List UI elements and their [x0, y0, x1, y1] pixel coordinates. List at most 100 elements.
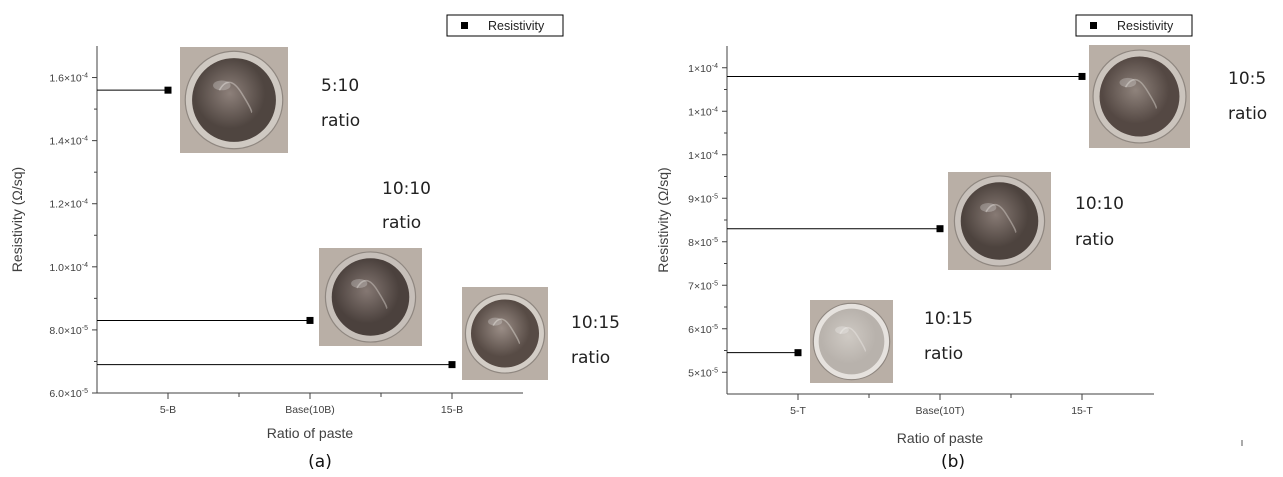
- ratio-annotation-unit: ratio: [1228, 104, 1267, 124]
- y-axis-title: Resistivity (Ω/sq): [655, 167, 671, 272]
- paste-texture: [356, 279, 388, 310]
- y-tick-exponent: -4: [712, 63, 718, 70]
- y-tick-mantissa: 1×10: [688, 63, 712, 75]
- y-tick-exponent: -4: [82, 73, 88, 80]
- y-tick-exponent: -5: [82, 325, 88, 332]
- paste-highlight: [980, 202, 997, 212]
- y-tick-label: 6.0×10-5: [49, 388, 88, 400]
- ratio-annotation: 10:15: [571, 313, 620, 333]
- y-tick-mantissa: 1.4×10: [49, 136, 82, 148]
- paste-sample-5-t-image: [1089, 45, 1190, 148]
- y-tick-label: 1.2×10-4: [49, 199, 88, 211]
- x-tick-label: 5-T: [790, 405, 806, 417]
- x-axis-title: Ratio of paste: [897, 430, 984, 446]
- y-tick-exponent: -5: [712, 280, 718, 287]
- x-tick-label: 15-B: [441, 404, 463, 416]
- paste-highlight: [351, 278, 368, 288]
- paste-highlight: [1119, 77, 1137, 88]
- ratio-annotation: 10:10: [382, 179, 431, 199]
- data-point-5-b: [164, 86, 172, 94]
- y-tick-label: 1.6×10-4: [49, 73, 88, 85]
- y-tick-exponent: -5: [712, 324, 718, 331]
- y-tick-mantissa: 6×10: [688, 324, 712, 336]
- legend-marker: [1090, 22, 1097, 29]
- y-tick-exponent: -5: [712, 237, 718, 244]
- paste-sample-15-b-image: [462, 287, 548, 380]
- y-tick-mantissa: 1×10: [688, 150, 712, 162]
- paste-sample-base-10b-image: [319, 248, 422, 346]
- ratio-annotation: 10:5: [1228, 69, 1266, 89]
- x-tick-label: 15-T: [1071, 405, 1093, 417]
- y-tick-mantissa: 1.0×10: [49, 262, 82, 274]
- y-tick-label: 1×10-4: [688, 63, 718, 75]
- legend-marker: [461, 22, 468, 29]
- paste-surface: [470, 299, 540, 368]
- y-tick-label: 1.0×10-4: [49, 262, 88, 274]
- y-tick-exponent: -4: [82, 199, 88, 206]
- x-tick-label: Base(10B): [285, 404, 335, 416]
- paste-highlight: [835, 326, 849, 334]
- x-tick-label: Base(10T): [915, 405, 964, 417]
- ratio-annotation-unit: ratio: [924, 344, 963, 364]
- paste-highlight: [487, 317, 503, 326]
- y-tick-label: 1.4×10-4: [49, 136, 88, 148]
- y-tick-label: 7×10-5: [688, 280, 718, 292]
- legend-label: Resistivity: [1117, 19, 1174, 33]
- legend-box: [446, 14, 564, 37]
- y-tick-label: 1×10-4: [688, 150, 718, 162]
- y-tick-label: 1×10-4: [688, 106, 718, 118]
- data-point-5-t: [794, 349, 802, 357]
- data-point-base-10t-: [936, 225, 944, 233]
- y-tick-mantissa: 8.0×10: [49, 325, 82, 337]
- x-axis-title: Ratio of paste: [267, 425, 354, 441]
- y-tick-exponent: -5: [82, 388, 88, 395]
- ratio-annotation: 10:15: [924, 309, 973, 329]
- y-tick-label: 6×10-5: [688, 324, 718, 336]
- ratio-annotation-unit: ratio: [382, 213, 421, 233]
- y-tick-mantissa: 5×10: [688, 367, 712, 379]
- paste-highlight: [213, 80, 231, 91]
- y-tick-mantissa: 8×10: [688, 237, 712, 249]
- legend-box: [1075, 14, 1193, 37]
- y-tick-mantissa: 1.2×10: [49, 199, 82, 211]
- paste-texture: [218, 81, 253, 113]
- panel-label: (a): [308, 452, 332, 472]
- y-tick-mantissa: 9×10: [688, 193, 712, 205]
- ratio-annotation: 5:10: [321, 76, 359, 96]
- data-point-base-10b-: [306, 316, 314, 324]
- y-axis-title: Resistivity (Ω/sq): [9, 167, 25, 272]
- paste-texture: [985, 203, 1017, 234]
- legend: Resistivity: [1075, 14, 1193, 37]
- legend: Resistivity: [446, 14, 564, 37]
- y-tick-label: 9×10-5: [688, 193, 718, 205]
- paste-texture: [492, 318, 520, 345]
- y-tick-exponent: -4: [712, 150, 718, 157]
- x-tick-label: 5-B: [160, 404, 176, 416]
- data-point-15-t: [1078, 72, 1086, 80]
- chart-panel-a: 6.0×10-58.0×10-51.0×10-41.2×10-41.4×10-4…: [9, 14, 620, 472]
- ratio-annotation: 10:10: [1075, 194, 1124, 214]
- paste-surface: [1099, 56, 1180, 137]
- y-tick-mantissa: 7×10: [688, 280, 712, 292]
- paste-texture: [839, 326, 866, 352]
- legend-label: Resistivity: [488, 19, 545, 33]
- data-point-15-b: [448, 361, 456, 369]
- ratio-annotation-unit: ratio: [571, 348, 610, 368]
- y-tick-label: 5×10-5: [688, 367, 718, 379]
- y-tick-exponent: -4: [712, 106, 718, 113]
- ratio-annotation-unit: ratio: [321, 111, 360, 131]
- y-tick-exponent: -4: [82, 136, 88, 143]
- paste-surface: [818, 308, 885, 375]
- y-tick-exponent: -5: [712, 367, 718, 374]
- ratio-annotation-unit: ratio: [1075, 230, 1114, 250]
- paste-sample-base-10t-image: [948, 172, 1051, 270]
- y-tick-label: 8×10-5: [688, 237, 718, 249]
- paste-surface: [331, 258, 410, 336]
- chart-panel-b: 5×10-56×10-57×10-58×10-59×10-51×10-41×10…: [655, 14, 1267, 472]
- paste-sample-15-t-image: [810, 300, 893, 383]
- paste-sample-5-b-image: [180, 47, 288, 153]
- paste-surface: [192, 58, 276, 142]
- panel-label: (b): [941, 452, 965, 472]
- paste-texture: [1124, 78, 1157, 109]
